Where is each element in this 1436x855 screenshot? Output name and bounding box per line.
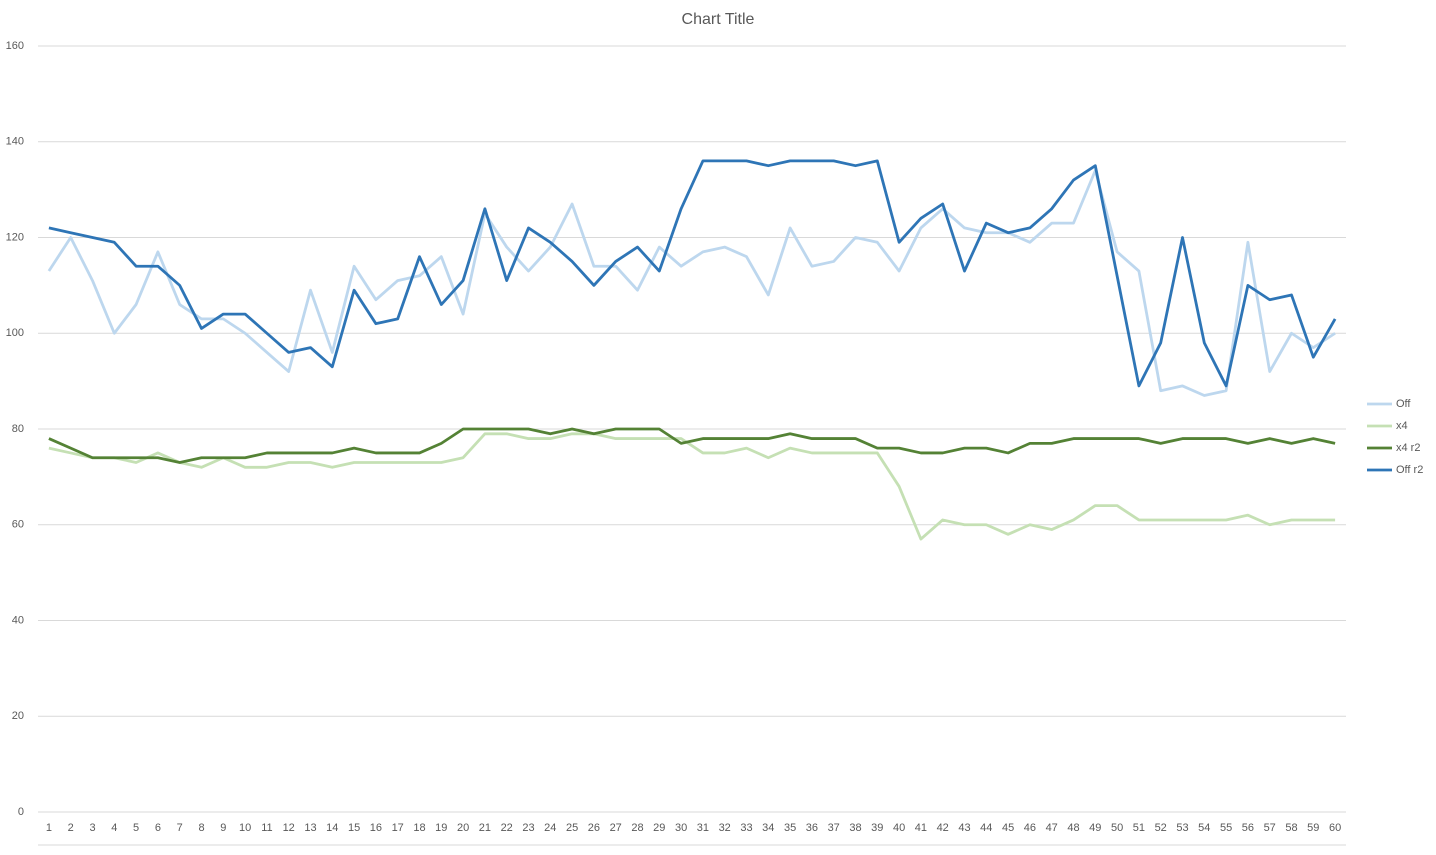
y-tick-label: 120 xyxy=(6,231,24,243)
x-tick-label: 9 xyxy=(220,822,226,834)
x-tick-label: 49 xyxy=(1089,822,1101,834)
x-tick-label: 31 xyxy=(697,822,709,834)
x-tick-label: 55 xyxy=(1220,822,1232,834)
x-tick-label: 50 xyxy=(1111,822,1123,834)
y-tick-label: 160 xyxy=(6,40,24,52)
x-tick-label: 54 xyxy=(1198,822,1210,834)
x-tick-label: 37 xyxy=(828,822,840,834)
x-tick-label: 24 xyxy=(544,822,556,834)
legend-label: Off r2 xyxy=(1396,464,1423,476)
x-tick-label: 35 xyxy=(784,822,796,834)
x-tick-label: 22 xyxy=(501,822,513,834)
x-tick-label: 20 xyxy=(457,822,469,834)
x-tick-label: 48 xyxy=(1067,822,1079,834)
series-line xyxy=(48,432,1336,541)
series-line xyxy=(48,427,1336,464)
x-tick-label: 39 xyxy=(871,822,883,834)
x-tick-label: 6 xyxy=(155,822,161,834)
x-tick-label: 53 xyxy=(1176,822,1188,834)
x-tick-label: 41 xyxy=(915,822,927,834)
x-tick-label: 12 xyxy=(283,822,295,834)
x-tick-label: 18 xyxy=(413,822,425,834)
x-tick-label: 57 xyxy=(1264,822,1276,834)
x-tick-label: 23 xyxy=(522,822,534,834)
x-tick-label: 59 xyxy=(1307,822,1319,834)
x-tick-label: 42 xyxy=(937,822,949,834)
x-tick-label: 51 xyxy=(1133,822,1145,834)
x-tick-label: 15 xyxy=(348,822,360,834)
x-tick-label: 27 xyxy=(610,822,622,834)
series-line xyxy=(47,169,1336,397)
x-tick-label: 10 xyxy=(239,822,251,834)
x-tick-label: 3 xyxy=(89,822,95,834)
x-tick-label: 30 xyxy=(675,822,687,834)
x-tick-label: 44 xyxy=(980,822,992,834)
x-tick-label: 32 xyxy=(719,822,731,834)
x-tick-label: 40 xyxy=(893,822,905,834)
legend-label: x4 r2 xyxy=(1396,442,1420,454)
x-tick-label: 5 xyxy=(133,822,139,834)
x-tick-label: 4 xyxy=(111,822,117,834)
x-tick-label: 7 xyxy=(177,822,183,834)
x-tick-label: 14 xyxy=(326,822,338,834)
y-tick-label: 140 xyxy=(6,136,24,148)
x-tick-label: 19 xyxy=(435,822,447,834)
legend-label: Off xyxy=(1396,398,1411,410)
x-tick-label: 52 xyxy=(1155,822,1167,834)
x-tick-label: 38 xyxy=(849,822,861,834)
x-tick-label: 25 xyxy=(566,822,578,834)
x-tick-label: 34 xyxy=(762,822,774,834)
x-tick-label: 8 xyxy=(198,822,204,834)
x-tick-label: 17 xyxy=(392,822,404,834)
x-tick-label: 1 xyxy=(46,822,52,834)
x-tick-label: 33 xyxy=(740,822,752,834)
x-tick-label: 43 xyxy=(958,822,970,834)
x-tick-label: 47 xyxy=(1046,822,1058,834)
x-tick-label: 28 xyxy=(631,822,643,834)
series-line xyxy=(48,159,1337,388)
x-tick-label: 16 xyxy=(370,822,382,834)
x-tick-label: 13 xyxy=(304,822,316,834)
x-tick-label: 36 xyxy=(806,822,818,834)
x-tick-label: 26 xyxy=(588,822,600,834)
y-tick-label: 100 xyxy=(6,327,24,339)
y-tick-label: 40 xyxy=(12,614,24,626)
y-tick-label: 20 xyxy=(12,710,24,722)
x-tick-label: 2 xyxy=(68,822,74,834)
legend-label: x4 xyxy=(1396,420,1408,432)
x-tick-label: 60 xyxy=(1329,822,1341,834)
x-tick-label: 45 xyxy=(1002,822,1014,834)
y-tick-label: 80 xyxy=(12,423,24,435)
x-tick-label: 11 xyxy=(261,822,272,834)
chart-title: Chart Title xyxy=(682,11,755,28)
x-tick-label: 56 xyxy=(1242,822,1254,834)
y-tick-label: 0 xyxy=(18,806,24,818)
x-tick-label: 29 xyxy=(653,822,665,834)
x-tick-label: 58 xyxy=(1285,822,1297,834)
y-tick-label: 60 xyxy=(12,519,24,531)
x-tick-label: 21 xyxy=(479,822,491,834)
x-tick-label: 46 xyxy=(1024,822,1036,834)
